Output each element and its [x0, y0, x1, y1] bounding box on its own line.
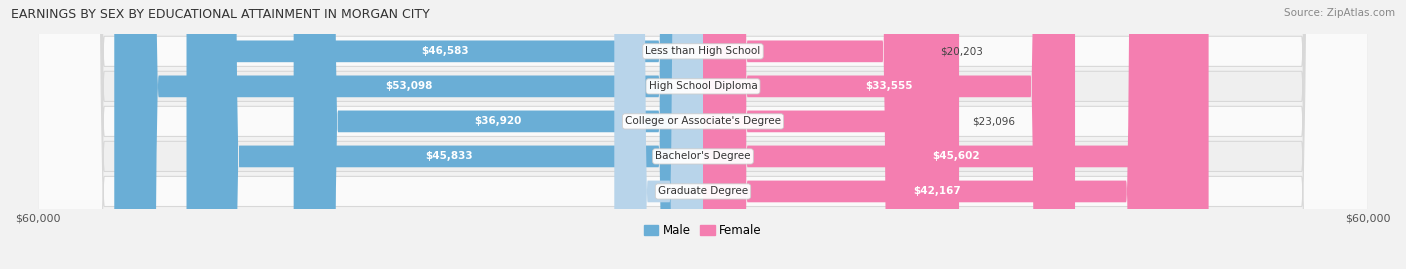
Text: $45,602: $45,602: [932, 151, 980, 161]
Text: High School Diploma: High School Diploma: [648, 81, 758, 91]
FancyBboxPatch shape: [614, 0, 703, 269]
Text: College or Associate's Degree: College or Associate's Degree: [626, 116, 780, 126]
FancyBboxPatch shape: [294, 0, 703, 269]
FancyBboxPatch shape: [38, 0, 1368, 269]
Text: Less than High School: Less than High School: [645, 46, 761, 56]
FancyBboxPatch shape: [38, 0, 1368, 269]
Text: Bachelor's Degree: Bachelor's Degree: [655, 151, 751, 161]
FancyBboxPatch shape: [703, 0, 927, 269]
Text: Source: ZipAtlas.com: Source: ZipAtlas.com: [1284, 8, 1395, 18]
Text: $20,203: $20,203: [941, 46, 983, 56]
Text: $0: $0: [685, 186, 697, 196]
FancyBboxPatch shape: [114, 0, 703, 269]
FancyBboxPatch shape: [703, 0, 1076, 269]
FancyBboxPatch shape: [38, 0, 1368, 269]
FancyBboxPatch shape: [703, 0, 1209, 269]
FancyBboxPatch shape: [703, 0, 959, 269]
FancyBboxPatch shape: [38, 0, 1368, 269]
FancyBboxPatch shape: [187, 0, 703, 269]
Text: $53,098: $53,098: [385, 81, 432, 91]
Text: $42,167: $42,167: [912, 186, 960, 196]
Text: Graduate Degree: Graduate Degree: [658, 186, 748, 196]
FancyBboxPatch shape: [195, 0, 703, 269]
Text: EARNINGS BY SEX BY EDUCATIONAL ATTAINMENT IN MORGAN CITY: EARNINGS BY SEX BY EDUCATIONAL ATTAINMEN…: [11, 8, 430, 21]
Text: $46,583: $46,583: [420, 46, 468, 56]
Legend: Male, Female: Male, Female: [640, 219, 766, 242]
FancyBboxPatch shape: [703, 0, 1171, 269]
FancyBboxPatch shape: [38, 0, 1368, 269]
Text: $33,555: $33,555: [865, 81, 912, 91]
Text: $36,920: $36,920: [475, 116, 522, 126]
Text: $23,096: $23,096: [973, 116, 1015, 126]
Text: $45,833: $45,833: [425, 151, 472, 161]
